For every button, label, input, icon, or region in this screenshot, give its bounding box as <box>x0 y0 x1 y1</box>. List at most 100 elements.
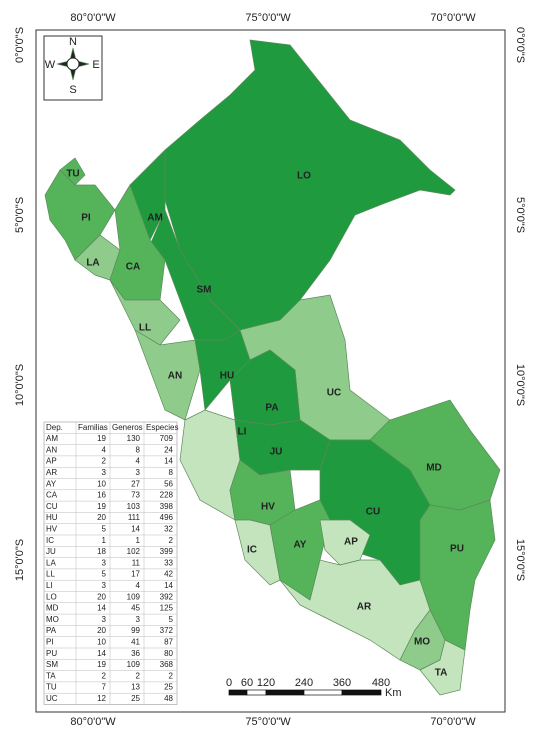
department-label: MD <box>426 463 442 474</box>
table-header: Familias <box>78 423 108 432</box>
table-cell: 99 <box>131 626 140 635</box>
compass-n: N <box>69 36 77 48</box>
table-cell: 14 <box>97 649 106 658</box>
table-cell: 372 <box>160 626 174 635</box>
table-cell: LA <box>46 558 56 567</box>
table-cell: 1 <box>136 536 141 545</box>
department-label: TA <box>435 668 448 679</box>
table-cell: AM <box>46 434 58 443</box>
table-cell: 11 <box>132 558 141 567</box>
table-cell: 13 <box>131 683 140 692</box>
table-cell: 130 <box>127 434 141 443</box>
table: Dep. Familias Generos Especies AM 19 130 709 AN 4… <box>43 421 178 705</box>
table-cell: 41 <box>131 637 140 646</box>
table-cell: 73 <box>131 491 140 500</box>
department-label: LI <box>238 427 247 438</box>
scale-segment <box>246 689 267 696</box>
department-label: TU <box>66 169 79 180</box>
table-cell: 12 <box>97 694 106 703</box>
table-bg <box>43 421 178 705</box>
table-cell: 42 <box>164 570 173 579</box>
table-cell: 5 <box>169 615 174 624</box>
table-cell: 3 <box>102 468 107 477</box>
department-label: UC <box>327 388 341 399</box>
table-cell: AR <box>46 468 57 477</box>
table-cell: 228 <box>160 491 174 500</box>
scale-segment <box>303 689 343 696</box>
table-cell: 56 <box>164 479 173 488</box>
department-label: LO <box>297 171 311 182</box>
department-label: PU <box>450 544 464 555</box>
table-cell: 4 <box>136 457 141 466</box>
table-cell: 3 <box>102 558 107 567</box>
table-cell: 5 <box>102 524 107 533</box>
latitude-label: 5°0'0"S <box>14 197 26 233</box>
longitude-label: 80°0'0"W <box>70 12 116 24</box>
table-cell: 109 <box>127 592 141 601</box>
compass-e: E <box>92 59 99 71</box>
department-label: PI <box>81 213 91 224</box>
latitude-label: 15°0'0"S <box>514 539 526 581</box>
table-cell: 398 <box>160 502 174 511</box>
scale-label: 360 <box>333 677 351 689</box>
table-cell: 10 <box>97 637 106 646</box>
table-cell: MO <box>46 615 59 624</box>
table-cell: PA <box>46 626 57 635</box>
department-labels: LO AM TU PI LA CA SM LL AN HU UC PA LI JU MD HV CU IC AY AP… <box>66 169 464 679</box>
table-cell: 24 <box>164 445 173 454</box>
table-cell: TU <box>46 683 57 692</box>
table-cell: 5 <box>102 570 107 579</box>
department-label: AN <box>168 371 182 382</box>
table-header: Generos <box>112 423 143 432</box>
table-cell: 111 <box>128 513 141 522</box>
table-cell: AN <box>46 445 57 454</box>
table-cell: 102 <box>127 547 141 556</box>
table-header: Dep. <box>46 423 63 432</box>
table-cell: UC <box>46 694 58 703</box>
table-cell: PI <box>46 637 54 646</box>
longitude-label: 75°0'0"W <box>245 12 291 24</box>
department-label: AP <box>344 537 358 548</box>
table-cell: 14 <box>164 457 173 466</box>
table-cell: 3 <box>102 581 107 590</box>
table-cell: 1 <box>102 536 107 545</box>
table-cell: SM <box>46 660 58 669</box>
latitude-label: 0°0'0"S <box>514 27 526 63</box>
table-cell: 17 <box>131 570 140 579</box>
table-cell: 3 <box>136 615 141 624</box>
department-label: SM <box>197 285 212 296</box>
table-cell: IC <box>46 536 54 545</box>
table-cell: 80 <box>164 649 173 658</box>
table-cell: 25 <box>164 683 173 692</box>
table-cell: JU <box>46 547 56 556</box>
department-label: HV <box>261 502 275 513</box>
table-cell: 4 <box>102 445 107 454</box>
latitude-label: 15°0'0"S <box>14 539 26 581</box>
table-cell: 2 <box>102 457 107 466</box>
table-cell: 399 <box>160 547 174 556</box>
table-cell: 109 <box>127 660 141 669</box>
latitude-label: 5°0'0"S <box>514 197 526 233</box>
table-cell: 125 <box>160 604 174 613</box>
table-cell: 10 <box>97 479 106 488</box>
regions <box>44 39 501 696</box>
table-cell: 3 <box>102 615 107 624</box>
compass-w: W <box>45 59 56 71</box>
table-cell: LL <box>46 570 55 579</box>
table-cell: MD <box>46 604 59 613</box>
table-cell: PU <box>46 649 57 658</box>
table-cell: 19 <box>97 434 106 443</box>
latitude-label: 0°0'0"S <box>14 27 26 63</box>
table-cell: CU <box>46 502 58 511</box>
table-cell: 14 <box>131 524 140 533</box>
table-cell: 19 <box>97 660 106 669</box>
table-cell: 32 <box>164 524 173 533</box>
scale-label: 0 <box>226 677 232 689</box>
table-cell: 25 <box>131 694 140 703</box>
scale-label: 60 <box>241 677 253 689</box>
table-cell: 2 <box>169 536 174 545</box>
table-cell: 14 <box>164 581 173 590</box>
latitude-label: 10°0'0"S <box>14 364 26 406</box>
department-label: MO <box>414 637 430 648</box>
